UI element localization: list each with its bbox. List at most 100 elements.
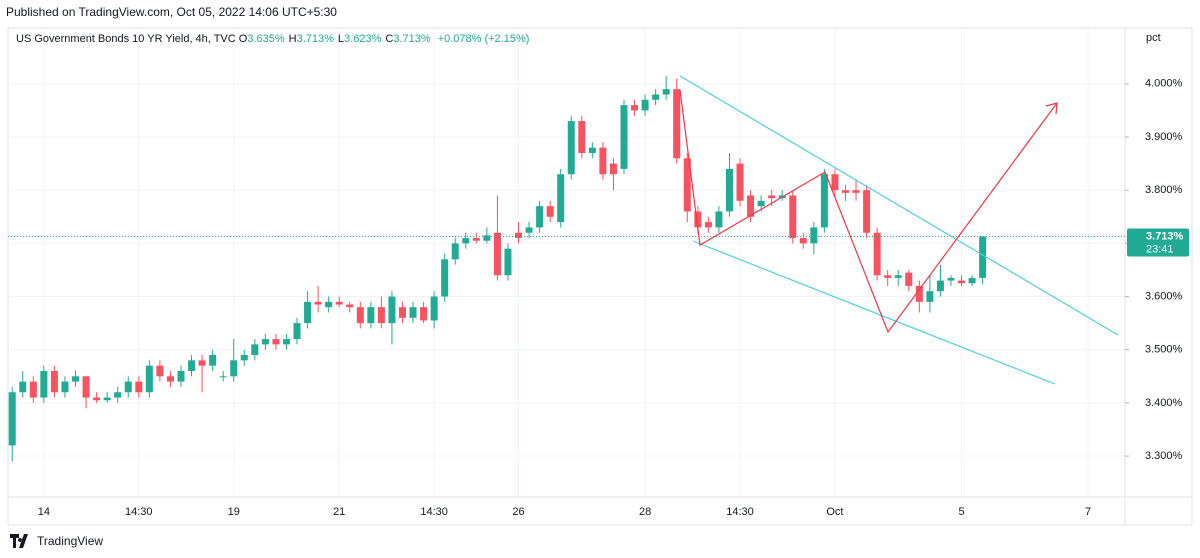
- candle-body: [261, 339, 269, 345]
- y-tick-label: 4.000%: [1145, 78, 1183, 90]
- candle-body: [652, 94, 660, 100]
- trend-line: [692, 240, 1056, 385]
- x-tick-label: 28: [639, 506, 651, 518]
- candle-body: [979, 236, 987, 278]
- candle-body: [799, 238, 807, 244]
- legend: US Government Bonds 10 YR Yield, 4h, TVC…: [16, 33, 533, 45]
- y-tick-label: 3.600%: [1145, 290, 1183, 302]
- candle-body: [230, 360, 238, 377]
- candle-body: [135, 381, 143, 393]
- x-tick-label: 7: [1085, 506, 1091, 518]
- legend-value: 3.713%: [296, 33, 334, 45]
- candle-body: [93, 397, 101, 401]
- candle-body: [346, 304, 354, 308]
- candle-body: [841, 190, 849, 193]
- x-tick-label: 14:30: [125, 506, 153, 518]
- trend-line: [679, 75, 1119, 336]
- y-tick-label: 3.500%: [1145, 344, 1183, 356]
- candle-body: [8, 392, 16, 446]
- candle-body: [757, 200, 765, 207]
- candle-body: [325, 301, 333, 308]
- ohlc-items: O3.635% H3.713% L3.623% C3.713%: [239, 33, 435, 45]
- candle-body: [493, 232, 501, 276]
- arrow-head: [1045, 102, 1058, 115]
- legend-key: H: [288, 33, 297, 45]
- candle-body: [578, 121, 586, 153]
- candle-body: [29, 381, 37, 398]
- y-tick-label: 3.400%: [1145, 397, 1183, 409]
- candle-body: [483, 235, 491, 241]
- candle-body: [546, 206, 554, 217]
- last-price-box: [1127, 228, 1189, 257]
- candle-body: [725, 168, 733, 212]
- candle-body: [61, 381, 69, 393]
- candle-body: [293, 323, 301, 340]
- y-tick-label: 3.300%: [1145, 450, 1183, 462]
- candle-body: [873, 232, 881, 276]
- candle-body: [926, 291, 934, 302]
- candle-body: [451, 243, 459, 260]
- candle-body: [356, 307, 364, 324]
- x-tick-label: 21: [333, 506, 345, 518]
- candle-body: [715, 211, 723, 228]
- candle-body: [936, 280, 944, 292]
- candle-body: [820, 174, 828, 228]
- legend-value: 3.635%: [247, 33, 285, 45]
- candle-body: [694, 211, 702, 228]
- candle-body: [335, 301, 343, 305]
- y-tick-label: 3.900%: [1145, 131, 1183, 143]
- candle-body: [810, 227, 818, 244]
- candle-body: [504, 248, 512, 276]
- candle-body: [525, 227, 533, 233]
- drawings: [679, 75, 1119, 385]
- candle-body: [747, 195, 755, 217]
- candle-body: [441, 259, 449, 297]
- candle-body: [609, 163, 617, 175]
- candle-body: [704, 222, 712, 228]
- last-price-label: 3.713%: [1146, 230, 1184, 242]
- candle-body: [915, 285, 923, 302]
- candle-body: [894, 275, 902, 278]
- candle-body: [103, 397, 111, 401]
- candle-body: [968, 277, 976, 284]
- legend-value: 3.713%: [393, 33, 431, 45]
- y-tick-label: 3.800%: [1145, 184, 1183, 196]
- candle-body: [462, 238, 470, 244]
- candle-body: [177, 370, 185, 382]
- candles: [8, 75, 1125, 462]
- candle-body: [567, 121, 575, 175]
- candle-body: [947, 277, 955, 281]
- candle-body: [884, 275, 892, 278]
- candle-body: [736, 163, 744, 201]
- path-drawing: [679, 89, 1058, 334]
- candle-body: [958, 280, 966, 284]
- candle-body: [19, 381, 27, 393]
- candle-body: [367, 307, 375, 324]
- symbol: US Government Bonds 10 YR Yield, 4h, TVC: [16, 33, 236, 45]
- x-tick-label: 14:30: [726, 506, 754, 518]
- candle-body: [82, 376, 90, 398]
- candle-body: [620, 105, 628, 169]
- candle-body: [557, 174, 565, 223]
- legend-key: O: [238, 33, 248, 45]
- axes: 3.300%3.400%3.500%3.600%3.700%3.800%3.90…: [38, 78, 1189, 518]
- logo: [10, 534, 28, 548]
- grid: [8, 28, 1125, 497]
- footer: TradingView: [10, 534, 103, 548]
- candle-body: [156, 365, 164, 377]
- candle-body: [188, 360, 196, 371]
- brand: TradingView: [37, 534, 104, 548]
- countdown: 23:41: [1146, 243, 1174, 255]
- x-tick-label: 14: [38, 506, 50, 518]
- candle-body: [166, 376, 174, 382]
- candle-body: [789, 195, 797, 239]
- published-header: Published on TradingView.com, Oct 05, 20…: [6, 5, 337, 19]
- candle-body: [282, 339, 290, 345]
- candle-body: [219, 376, 227, 378]
- candle-body: [304, 301, 312, 324]
- candle-body: [272, 339, 280, 345]
- candle-body: [251, 344, 259, 356]
- x-tick-label: 14:30: [420, 506, 448, 518]
- y-unit: pct: [1146, 32, 1161, 44]
